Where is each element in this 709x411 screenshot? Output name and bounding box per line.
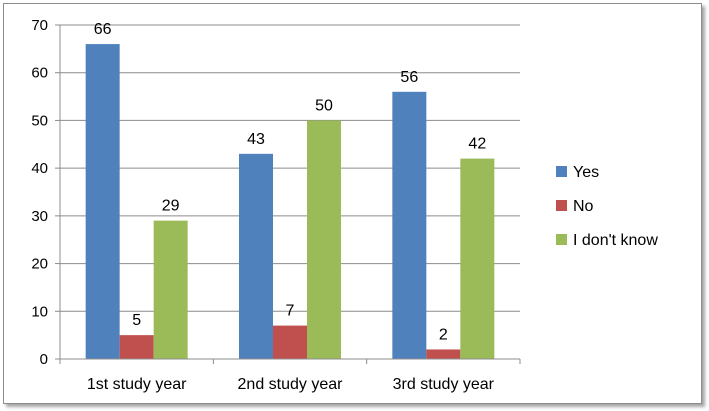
bar-i-don-t-know-2 bbox=[307, 120, 341, 359]
bars bbox=[85, 44, 495, 360]
y-tick-label-20: 20 bbox=[31, 256, 48, 273]
data-label-i-don-t-know-1: 29 bbox=[162, 198, 180, 215]
legend-label-no: No bbox=[573, 198, 594, 215]
y-tick-label-0: 0 bbox=[40, 351, 48, 368]
x-tick-label-2: 2nd study year bbox=[238, 376, 344, 393]
bar-no-3 bbox=[426, 349, 461, 359]
y-tick-label-70: 70 bbox=[31, 17, 48, 34]
x-axis: 1st study year 2nd study year 3rd study ye… bbox=[59, 358, 521, 393]
bar-no-2 bbox=[273, 325, 307, 359]
bar-yes-2 bbox=[239, 153, 273, 359]
y-tick-label-50: 50 bbox=[31, 112, 48, 129]
bar-no-1 bbox=[119, 335, 154, 359]
legend-swatch-i-don-t-know bbox=[556, 234, 567, 245]
data-label-i-don-t-know-3: 42 bbox=[468, 136, 486, 153]
legend-swatch-yes bbox=[556, 166, 567, 177]
legend: Yes No I don't know bbox=[556, 164, 658, 249]
data-label-no-1: 5 bbox=[132, 312, 141, 329]
x-tick-label-1: 1st study year bbox=[87, 376, 187, 393]
data-label-i-don-t-know-2: 50 bbox=[315, 97, 333, 114]
bar-yes-1 bbox=[85, 44, 120, 359]
data-label-yes-3: 56 bbox=[400, 69, 418, 86]
x-tick-label-3: 3rd study year bbox=[393, 376, 495, 393]
bar-i-don-t-know-1 bbox=[153, 220, 188, 359]
y-tick-label-40: 40 bbox=[31, 160, 48, 177]
y-tick-label-30: 30 bbox=[31, 208, 48, 225]
legend-label-i-don-t-know: I don't know bbox=[573, 232, 658, 249]
bar-i-don-t-know-3 bbox=[460, 158, 495, 359]
data-label-yes-1: 66 bbox=[94, 21, 112, 38]
data-label-no-3: 2 bbox=[439, 326, 448, 343]
bar-yes-3 bbox=[392, 91, 427, 360]
data-label-yes-2: 43 bbox=[247, 131, 265, 148]
y-tick-label-60: 60 bbox=[31, 65, 48, 82]
y-tick-label-10: 10 bbox=[31, 303, 48, 320]
legend-label-yes: Yes bbox=[573, 164, 599, 181]
y-axis: 0 10 20 30 40 50 60 70 bbox=[31, 17, 61, 368]
legend-swatch-no bbox=[556, 200, 567, 211]
gridlines bbox=[60, 24, 520, 312]
data-labels: 66 5 29 43 7 50 56 2 42 bbox=[94, 21, 487, 343]
data-label-no-2: 7 bbox=[286, 303, 295, 320]
